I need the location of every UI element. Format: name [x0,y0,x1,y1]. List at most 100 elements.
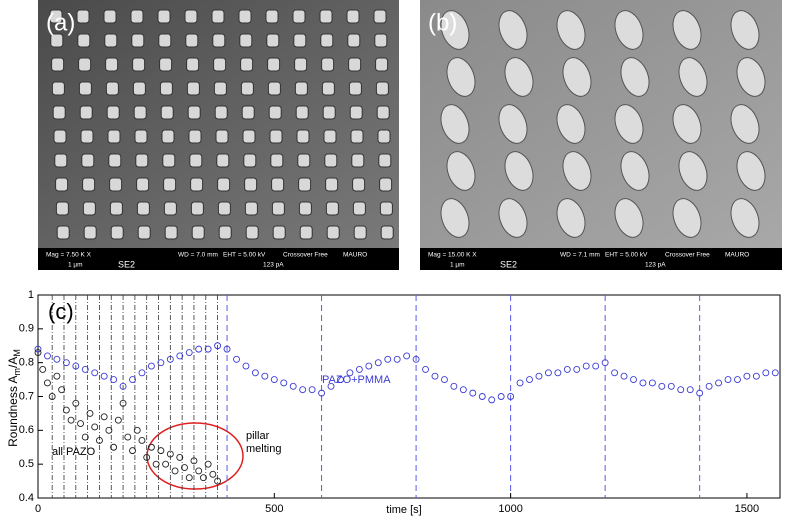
data-point [469,389,477,397]
data-point [39,365,47,373]
data-point [592,362,600,370]
data-point [223,345,231,353]
data-point [44,352,51,360]
data-point [459,386,467,394]
data-point [176,352,184,360]
data-point [176,453,184,461]
data-point [280,379,288,387]
data-point [440,376,448,384]
data-point [119,399,127,407]
data-point [110,443,118,451]
data-point [157,447,165,455]
data-point [204,345,212,353]
plot-c: 0 500 1000 1500 0.4 0.5 0.6 0.7 0.8 0.9 1 time [s] R… [6,289,781,516]
data-point [582,362,590,370]
data-point [667,382,675,390]
info-text: Mag = 15.00 K X [428,252,477,259]
data-point [686,386,694,394]
data-point [658,382,666,390]
data-point [81,365,89,373]
data-point [166,355,174,363]
data-point [639,379,647,387]
info-text: Crossover Free [665,252,710,259]
data-point [233,355,240,363]
data-point [199,474,207,482]
data-point [114,416,122,424]
y-tick-label: 0.8 [19,357,34,369]
data-point [157,359,165,367]
data-point [72,399,80,407]
info-text: 123 pA [263,262,284,269]
y-tick-label: 0.7 [19,390,34,402]
data-point [497,393,505,400]
data-point [563,365,571,373]
y-tick-label: 0.4 [19,492,34,504]
data-point [318,389,326,397]
data-point [77,420,84,428]
data-point [752,372,760,380]
data-point [403,352,411,360]
data-point [86,409,94,417]
data-point [251,369,259,377]
data-point [696,389,704,397]
data-point [138,437,146,444]
data-point [554,369,562,377]
sem-image-a: (a) Mag = 7.50 K X SE2 WD = 7.0 mm EHT = 5.0… [38,0,399,270]
data-point [48,393,56,400]
info-text: SE2 [118,259,135,269]
data-point [374,359,382,367]
info-text: Mag = 7.50 K X [46,252,92,259]
data-point [100,413,108,421]
data-point [677,386,685,394]
info-text: 1 µm [450,262,465,269]
data-point [81,433,89,441]
data-point [384,355,392,363]
data-point [620,372,628,380]
data-point [181,464,188,471]
data-point [119,382,127,390]
data-point [95,437,103,444]
data-point [355,365,363,373]
data-point [190,457,198,465]
x-tick-label: 1500 [735,503,759,515]
data-point [488,396,496,404]
data-point [110,376,118,384]
x-tick-label: 1000 [498,503,522,515]
data-point [100,372,108,380]
data-point [129,376,136,384]
data-point [261,372,269,380]
data-point [337,376,344,384]
data-point [346,369,354,377]
data-point [53,355,61,363]
data-point [308,386,316,394]
data-point [105,426,113,434]
info-text: SE2 [500,259,517,269]
data-point [431,372,439,380]
panel-label: (c) [48,299,74,324]
data-point [630,376,637,384]
data-point [214,342,222,350]
data-point [195,467,203,475]
data-point [724,376,732,384]
y-tick-label: 0.5 [19,458,34,470]
data-point [573,365,581,373]
annotation: pillar [246,430,270,442]
data-point [526,376,533,384]
annotation: all PAZO [52,446,96,458]
y-axis-label-part: M [12,349,22,357]
data-point [422,365,429,373]
data-point [67,416,75,424]
data-point [129,447,136,455]
info-text: Crossover Free [283,252,328,259]
data-point [743,372,751,380]
data-point [601,359,609,367]
info-text: 1 µm [68,262,83,269]
data-point [478,393,486,400]
data-point [648,379,656,387]
data-point [143,453,151,461]
data-point [289,382,297,390]
data-point [91,369,99,377]
data-point [771,369,779,377]
data-point [162,460,170,468]
data-point [147,443,155,451]
